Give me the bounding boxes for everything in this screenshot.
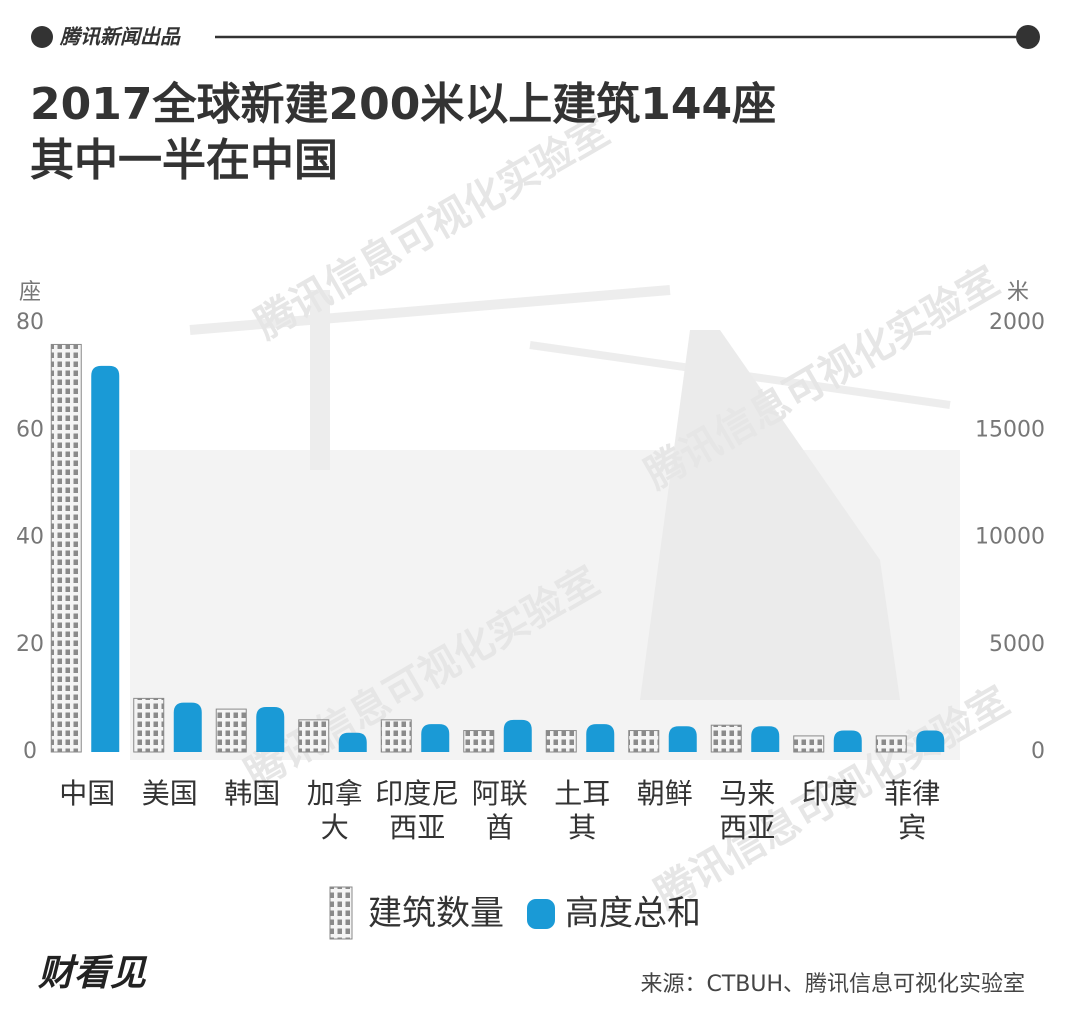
y-tick-label: 40	[16, 525, 44, 550]
legend-label: 高度总和	[565, 894, 701, 934]
count-bar	[50, 343, 82, 753]
header-dot	[1016, 25, 1040, 49]
height-bar	[668, 726, 697, 752]
height-bar	[503, 719, 532, 752]
count-bar	[463, 730, 495, 753]
x-tick-label: 美国	[142, 777, 198, 810]
y-tick-label: 0	[23, 739, 37, 764]
legend-swatch	[527, 899, 555, 929]
y-tick-label: 20	[16, 632, 44, 657]
count-bar	[133, 697, 165, 753]
legend-label: 建筑数量	[368, 894, 504, 934]
y2-unit: 米	[1007, 280, 1029, 305]
count-bar	[545, 730, 577, 753]
x-tick-label: 马来西亚	[719, 777, 775, 844]
count-bar	[628, 730, 660, 753]
x-tick-label: 菲律宾	[884, 777, 940, 844]
y-tick-label: 80	[16, 310, 44, 335]
source: 来源：CTBUH、腾讯信息可视化实验室	[640, 972, 1025, 997]
x-tick-label: 加拿大	[307, 777, 363, 844]
height-bar	[751, 726, 780, 752]
height-bar	[338, 732, 367, 752]
chart-title: 2017全球新建200米以上建筑144座	[30, 79, 776, 130]
count-bar	[875, 735, 907, 753]
y2-tick-label: 2000	[989, 310, 1045, 335]
y2-tick-label: 0	[1031, 739, 1045, 764]
legend-swatch	[329, 886, 353, 940]
x-tick-label: 朝鲜	[637, 777, 693, 810]
count-bar	[380, 719, 412, 753]
header-logo: 腾讯新闻出品	[59, 25, 181, 49]
y2-tick-label: 10000	[975, 525, 1045, 550]
count-bar	[793, 735, 825, 753]
height-bar	[421, 724, 450, 752]
y2-tick-label: 5000	[989, 632, 1045, 657]
y2-tick-label: 15000	[975, 417, 1045, 442]
y-unit: 座	[19, 280, 41, 305]
x-tick-label: 韩国	[224, 777, 280, 810]
height-bar	[256, 706, 285, 752]
height-bar	[833, 730, 862, 752]
height-bar	[586, 724, 615, 752]
count-bar	[215, 708, 247, 753]
x-tick-label: 印度	[802, 777, 858, 810]
x-tick-label: 阿联酋	[472, 777, 528, 844]
x-tick-label: 中国	[59, 777, 115, 810]
count-bar	[710, 724, 742, 753]
footer-logo: 财看见	[38, 953, 148, 994]
y-tick-label: 60	[16, 417, 44, 442]
height-bar	[91, 365, 120, 752]
logo-icon	[31, 26, 53, 48]
count-bar	[298, 719, 330, 753]
x-tick-label: 土耳其	[554, 777, 610, 844]
chart-subtitle: 其中一半在中国	[30, 135, 338, 186]
height-bar	[173, 702, 202, 752]
x-tick-label: 印度尼西亚	[375, 777, 459, 844]
height-bar	[916, 730, 945, 752]
